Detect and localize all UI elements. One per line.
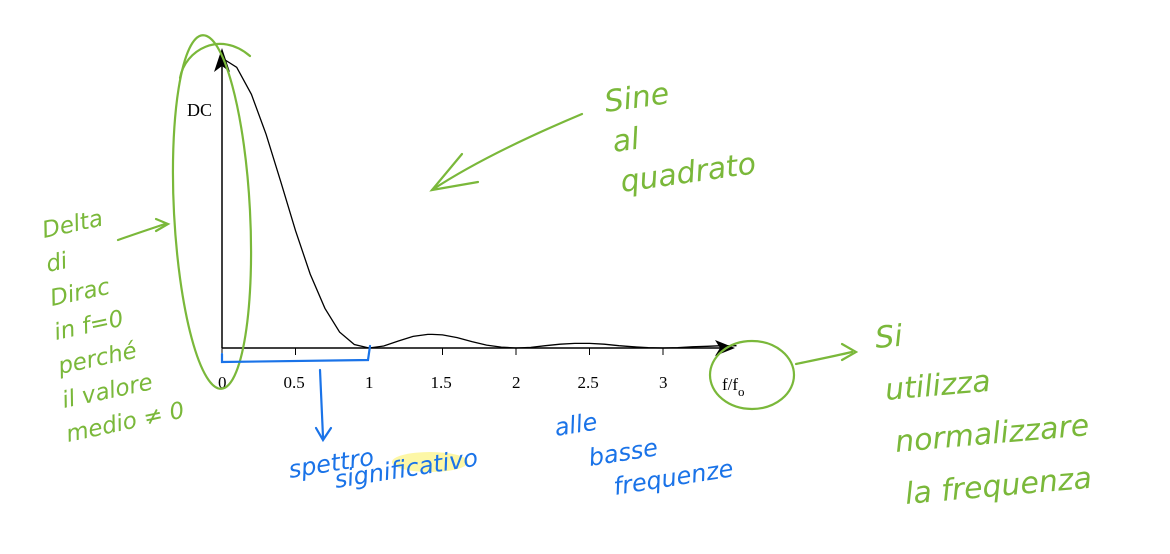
annotation-top_right-line: Sine [602, 76, 671, 120]
annotation-bottom-line: basse [587, 433, 660, 472]
annotation-left-line: Delta [40, 206, 105, 244]
x-tick-label: 2 [512, 373, 521, 392]
annotation-left-line: Dirac [48, 274, 113, 312]
x-axis-label-main: f/f [722, 375, 738, 394]
x-axis-label-sub: o [738, 384, 745, 399]
bracket-pointer [318, 368, 325, 439]
annotation-right-line: la frequenza [904, 461, 1094, 512]
plot-area: 0 0.5 1 1.5 2 2.5 3 DC f/fo [187, 48, 745, 399]
delta-circle-overlap [178, 42, 252, 80]
arrow-to-chart [430, 112, 584, 192]
annotation-left-line: in f=0 [52, 306, 126, 346]
x-tick-label: 3 [659, 373, 668, 392]
blue-annotations [220, 344, 372, 443]
x-tick-label: 0 [218, 373, 227, 392]
x-tick-label: 0.5 [284, 373, 305, 392]
annotation-right-line: utilizza [884, 364, 992, 408]
series-line [221, 57, 737, 349]
frequency-circle [708, 339, 796, 411]
x-tick-label: 1 [365, 373, 374, 392]
bracket [220, 344, 372, 364]
y-axis-label: DC [187, 100, 212, 120]
x-ticks: 0 0.5 1 1.5 2 2.5 3 [218, 348, 668, 392]
annotation-right-line: Si [874, 319, 905, 356]
arrow-head-delta [154, 217, 171, 233]
arrow-head-note [840, 342, 859, 362]
arrow-to-note [794, 350, 854, 366]
arrow-head-chart [429, 152, 480, 192]
annotation-top_right-line: al [610, 121, 642, 159]
green-annotations [116, 34, 859, 411]
annotation-left-line: di [44, 248, 71, 278]
highlighter-mark [392, 452, 468, 472]
delta-circle [171, 34, 253, 390]
annotation-bottom-line: alle [553, 408, 600, 442]
x-tick-label: 1.5 [431, 373, 452, 392]
pointer-head [314, 426, 333, 443]
annotation-right-line: normalizzare [894, 408, 1091, 460]
x-axis-label: f/fo [722, 375, 745, 399]
arrow-to-delta [116, 222, 167, 242]
x-tick-label: 2.5 [578, 373, 599, 392]
